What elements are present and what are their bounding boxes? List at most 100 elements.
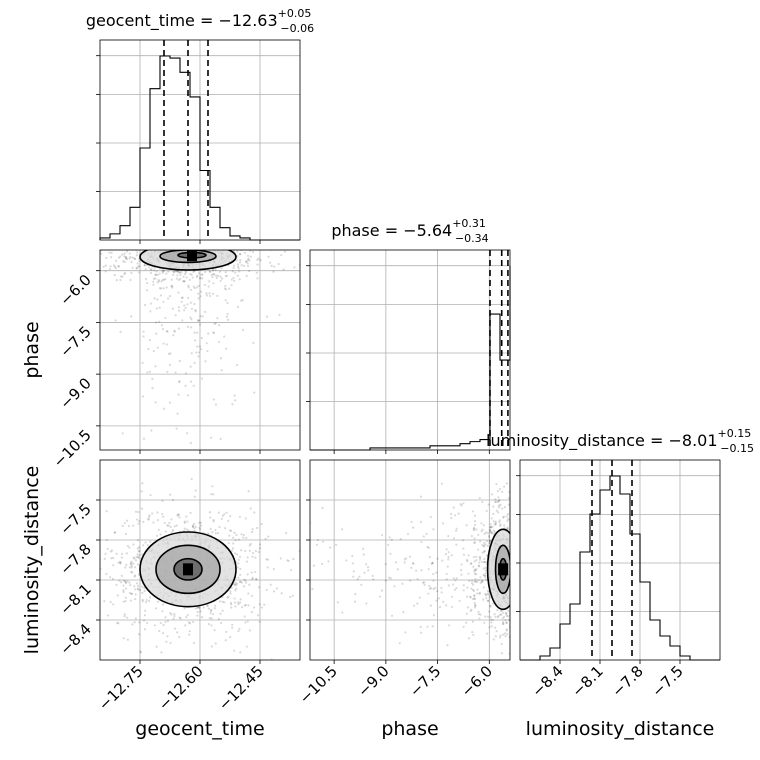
sample-point — [500, 652, 503, 655]
sample-point — [245, 231, 247, 233]
sample-point — [134, 574, 137, 577]
sample-point — [122, 579, 125, 582]
sample-point — [229, 601, 232, 604]
sample-point — [287, 559, 290, 563]
sample-point — [460, 563, 463, 566]
sample-point — [177, 271, 180, 274]
sample-point — [155, 307, 159, 310]
sample-point — [473, 606, 477, 609]
sample-point — [163, 407, 166, 410]
sample-point — [522, 551, 524, 553]
sample-point — [489, 604, 492, 607]
sample-point — [316, 538, 319, 542]
sample-point — [486, 632, 489, 635]
sample-point — [511, 558, 513, 560]
sample-point — [490, 517, 493, 520]
sample-point — [502, 615, 506, 619]
sample-point — [256, 277, 259, 280]
sample-point — [527, 540, 529, 542]
sample-point — [258, 547, 262, 550]
sample-point — [143, 589, 146, 593]
sample-point — [251, 528, 254, 531]
sample-point — [219, 235, 221, 237]
sample-point — [474, 604, 477, 607]
sample-point — [473, 601, 476, 605]
sample-point — [273, 265, 276, 268]
sample-point — [441, 559, 444, 562]
sample-point — [161, 327, 165, 331]
sample-point — [186, 520, 189, 523]
sample-point — [110, 251, 113, 254]
sample-point — [221, 609, 224, 612]
sample-point — [167, 524, 170, 527]
sample-point — [502, 622, 505, 625]
sample-point — [447, 535, 450, 538]
sample-point — [105, 538, 108, 542]
sample-point — [216, 317, 219, 320]
sample-point — [521, 577, 523, 579]
sample-point — [410, 520, 413, 524]
sample-point — [514, 522, 516, 524]
sample-point — [220, 621, 223, 625]
sample-point — [487, 534, 491, 537]
sample-point — [512, 548, 514, 550]
sample-point — [208, 280, 211, 283]
sample-point — [222, 243, 224, 245]
sample-point — [127, 245, 129, 247]
histogram-bin — [660, 636, 670, 660]
sample-point — [467, 572, 470, 575]
sample-point — [122, 637, 125, 640]
sample-point — [183, 309, 186, 312]
sample-point — [233, 394, 236, 397]
x-tick-label-phase: −10.5 — [296, 662, 341, 707]
sample-point — [521, 594, 523, 596]
sample-point — [246, 620, 249, 623]
sample-point — [426, 545, 429, 549]
sample-point — [495, 630, 498, 633]
sample-point — [175, 427, 178, 430]
sample-point — [122, 589, 125, 592]
sample-point — [160, 324, 164, 327]
sample-point — [117, 561, 120, 564]
sample-point — [513, 580, 515, 582]
sample-point — [146, 371, 149, 374]
sample-point — [521, 558, 523, 560]
sample-point — [156, 511, 159, 514]
sample-point — [492, 532, 495, 536]
sample-point — [475, 580, 478, 583]
sample-point — [246, 573, 249, 576]
sample-point — [158, 280, 161, 283]
sample-point — [248, 583, 251, 586]
sample-point — [420, 631, 423, 634]
sample-point — [450, 554, 453, 557]
sample-point — [169, 525, 172, 529]
sample-point — [177, 309, 181, 312]
sample-point — [322, 540, 325, 543]
sample-point — [471, 588, 475, 591]
sample-point — [119, 581, 123, 584]
sample-point — [524, 593, 526, 595]
sample-point — [513, 654, 515, 656]
sample-point — [113, 531, 117, 534]
sample-point — [251, 576, 254, 579]
sample-point — [171, 247, 173, 249]
sample-point — [269, 261, 272, 264]
sample-point — [477, 613, 481, 616]
sample-point — [514, 565, 516, 567]
sample-point — [484, 576, 487, 579]
sample-point — [132, 543, 135, 546]
sample-point — [152, 247, 154, 249]
sample-point — [436, 557, 439, 560]
sample-point — [442, 600, 445, 603]
sample-point — [455, 577, 458, 580]
sample-point — [136, 553, 139, 556]
sample-point — [226, 247, 228, 249]
sample-point — [154, 321, 158, 324]
sample-point — [214, 532, 217, 535]
sample-point — [462, 553, 466, 556]
sample-point — [341, 611, 344, 614]
sample-point — [239, 601, 242, 604]
sample-point — [292, 557, 295, 561]
sample-point — [192, 270, 195, 274]
sample-point — [151, 387, 154, 390]
